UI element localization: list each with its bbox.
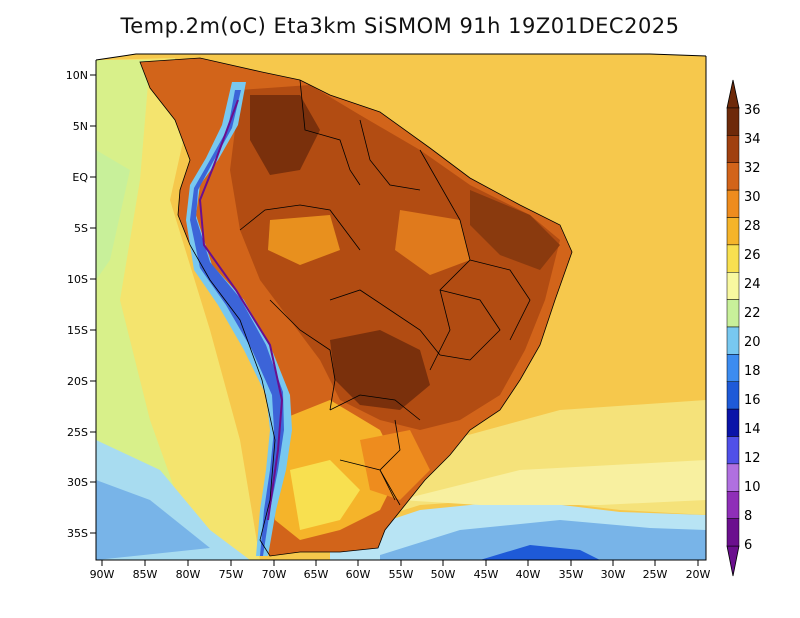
venezuela-hot: [250, 95, 320, 175]
colorbar-min-arrow: [726, 545, 740, 577]
colorbar-segment: [726, 491, 740, 519]
colorbar-label: 34: [744, 132, 761, 147]
colorbar-segment: [726, 381, 740, 410]
colorbar-segment: [726, 107, 740, 136]
lon-label: 25W: [643, 568, 668, 581]
andes-cold-core: [190, 90, 284, 556]
colorbar-label: 14: [744, 422, 761, 437]
colorbar-label: 16: [744, 393, 761, 408]
colorbar-max-arrow: [726, 79, 740, 109]
colorbar-segment: [726, 162, 740, 191]
lat-label: 20S: [67, 375, 88, 388]
lat-label: 30S: [67, 476, 88, 489]
latitude-axis: 10N 5N EQ 5S 10S 15S 20S 25S 30S 35S: [66, 69, 96, 540]
colorbar-label: 10: [744, 480, 761, 495]
lon-label: 50W: [431, 568, 456, 581]
lat-label: 15S: [67, 324, 88, 337]
colorbar-segment: [726, 463, 740, 492]
colorbar-segment: [726, 189, 740, 218]
colorbar: 36 34 32 30 28 26 24 22 20 18 16 14 12 10 8 6: [726, 79, 761, 577]
colorbar-label: 6: [744, 538, 752, 553]
colorbar-label: 36: [744, 103, 761, 118]
colorbar-segment: [726, 135, 740, 163]
country-borders: [139, 57, 573, 557]
lon-label: 45W: [474, 568, 499, 581]
colorbar-segment: [726, 354, 740, 382]
lon-label: 55W: [389, 568, 414, 581]
colorbar-label: 18: [744, 364, 761, 379]
colorbar-label: 30: [744, 190, 761, 205]
pantanal-hot: [330, 330, 430, 410]
colorbar-label: 28: [744, 219, 761, 234]
northeast-hot: [470, 190, 560, 270]
map-title: Temp.2m(oC) Eta3km SiSMOM 91h 19Z01DEC20…: [120, 14, 680, 38]
lat-label: 25S: [67, 426, 88, 439]
lat-label: 10S: [67, 273, 88, 286]
colorbar-label: 8: [744, 509, 752, 524]
temperature-field: [96, 54, 706, 560]
lat-label: 5S: [74, 222, 88, 235]
lon-label: 60W: [346, 568, 371, 581]
colorbar-label: 24: [744, 277, 761, 292]
lon-label: 20W: [686, 568, 711, 581]
lat-label: 5N: [73, 120, 88, 133]
colorbar-segment: [726, 518, 740, 547]
lon-label: 35W: [559, 568, 584, 581]
lat-label: 10N: [66, 69, 88, 82]
colorbar-segment: [726, 217, 740, 246]
lon-label: 75W: [219, 568, 244, 581]
lon-label: 30W: [601, 568, 626, 581]
colorbar-label: 20: [744, 335, 761, 350]
lon-label: 80W: [176, 568, 201, 581]
colorbar-label: 26: [744, 248, 761, 263]
lon-label: 65W: [304, 568, 329, 581]
interior-hot: [230, 85, 560, 430]
longitude-axis: 90W 85W 80W 75W 70W 65W 60W 55W 50W 45W …: [90, 560, 711, 581]
colorbar-segment: [726, 272, 740, 300]
lat-label: EQ: [72, 171, 88, 184]
colorbar-segment: [726, 244, 740, 273]
colorbar-label: 12: [744, 451, 761, 466]
colorbar-segment: [726, 436, 740, 465]
colorbar-label: 32: [744, 161, 761, 176]
lon-label: 90W: [90, 568, 115, 581]
lon-label: 85W: [133, 568, 158, 581]
lon-label: 70W: [262, 568, 287, 581]
colorbar-label: 22: [744, 306, 761, 321]
colorbar-segment: [726, 326, 740, 355]
colorbar-segment: [726, 408, 740, 437]
lat-label: 35S: [67, 527, 88, 540]
colorbar-segment: [726, 299, 740, 328]
lon-label: 40W: [516, 568, 541, 581]
